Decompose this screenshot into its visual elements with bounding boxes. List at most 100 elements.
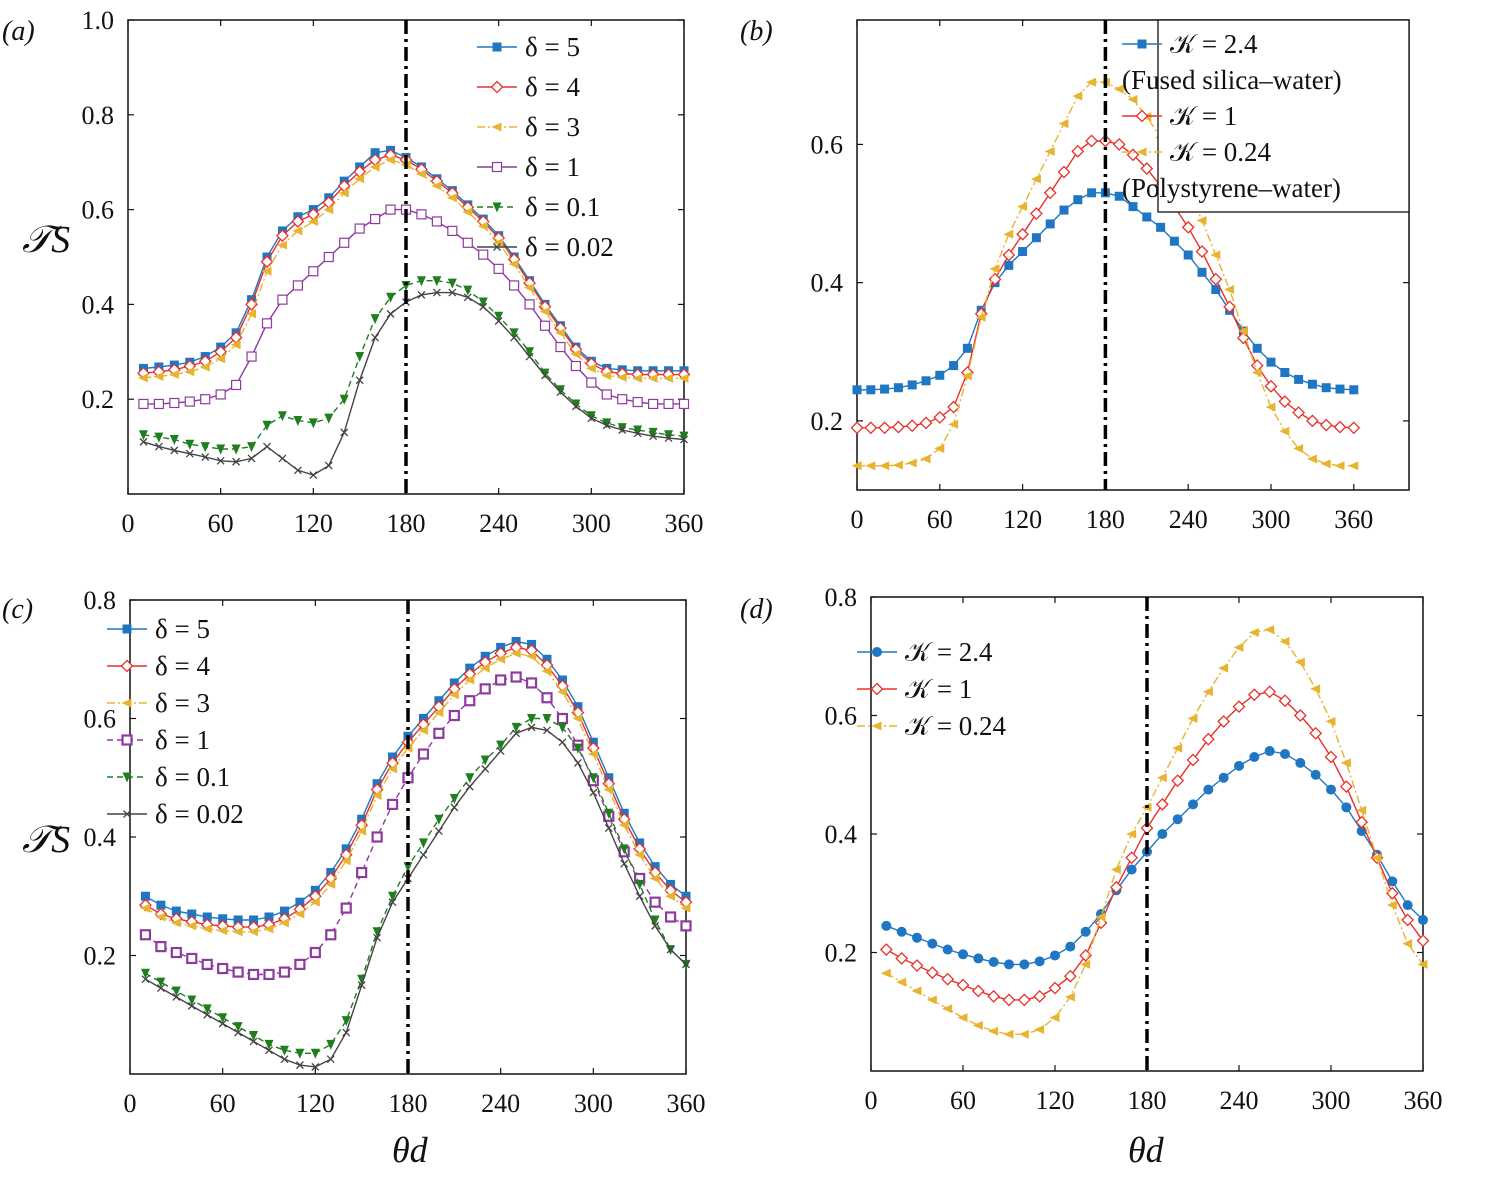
data-point — [942, 1004, 953, 1014]
data-point — [263, 968, 275, 981]
legend-label: 𝒦 = 1 — [1170, 101, 1237, 131]
data-point — [554, 328, 565, 338]
data-point — [354, 174, 365, 184]
legend-marker — [490, 80, 504, 94]
data-point — [232, 457, 241, 466]
data-point — [432, 276, 442, 287]
data-point — [1080, 926, 1091, 937]
data-point — [1202, 687, 1213, 697]
data-point — [201, 453, 210, 461]
data-point — [919, 416, 933, 430]
panel-label: (d) — [740, 594, 773, 625]
data-point — [140, 968, 150, 979]
data-point — [1003, 229, 1014, 239]
panel-c: (c) 𝒯S θd 0 60 120 180 240 300 360 0.2 0.4 0.6 0.8… — [2, 586, 706, 1170]
data-point — [543, 726, 551, 735]
data-point — [527, 714, 537, 724]
data-point — [973, 953, 984, 964]
legend: δ = 5 δ = 4 δ = 3 δ = 1 δ = 0.1 δ = 0.02 — [477, 32, 614, 262]
y-tick-label: 0.6 — [84, 705, 117, 734]
data-point — [341, 1016, 351, 1027]
data-point — [1210, 250, 1221, 260]
data-point — [635, 879, 645, 890]
data-point — [446, 193, 457, 203]
data-point — [971, 984, 985, 998]
data-point — [280, 1055, 289, 1064]
data-point — [154, 432, 164, 443]
data-point — [571, 402, 580, 411]
data-point — [372, 927, 382, 938]
data-point — [891, 420, 905, 434]
legend-marker — [492, 202, 502, 213]
data-point — [878, 421, 892, 435]
data-point — [1371, 853, 1382, 863]
data-point — [370, 213, 381, 225]
data-point — [155, 912, 166, 922]
data-point — [494, 311, 504, 322]
data-point — [1030, 174, 1041, 184]
data-point — [431, 216, 442, 227]
data-point — [1112, 137, 1126, 151]
data-point — [141, 975, 150, 984]
data-point — [156, 900, 166, 910]
data-point — [264, 1039, 274, 1050]
data-point — [415, 169, 426, 179]
data-point — [201, 958, 213, 970]
data-point — [263, 442, 271, 451]
x-tick-label: 60 — [950, 1086, 976, 1115]
data-point — [663, 373, 674, 383]
data-point — [387, 764, 398, 774]
data-point — [249, 1037, 258, 1046]
data-point — [416, 276, 426, 287]
legend-label: δ = 1 — [525, 152, 580, 182]
data-point — [948, 419, 959, 429]
data-point — [447, 278, 457, 289]
data-point — [1325, 716, 1336, 726]
data-point — [261, 266, 272, 276]
legend-label: δ = 4 — [525, 72, 580, 102]
data-point — [496, 740, 506, 751]
data-point — [1156, 222, 1166, 232]
data-point — [1196, 215, 1207, 225]
data-point — [511, 722, 521, 733]
data-point — [169, 397, 180, 409]
data-point — [325, 879, 336, 889]
data-point — [1140, 162, 1154, 176]
data-point — [1171, 774, 1185, 788]
data-point — [496, 747, 505, 756]
data-point — [246, 351, 257, 362]
data-point — [512, 729, 521, 738]
y-axis-label: 𝒯S — [22, 819, 70, 861]
x-tick-label: 120 — [1036, 1086, 1075, 1115]
data-point — [417, 748, 430, 760]
data-point — [262, 420, 272, 431]
data-point — [1293, 709, 1307, 722]
y-tick-label: 0.2 — [825, 939, 858, 968]
data-point — [156, 984, 165, 993]
x-axis-label: θd — [1128, 1130, 1165, 1170]
data-point — [291, 215, 305, 228]
x-axis-label: θd — [392, 1130, 429, 1170]
data-point — [1033, 989, 1047, 1003]
data-point — [680, 435, 688, 444]
data-point — [921, 376, 931, 386]
series-line — [144, 676, 687, 976]
y-tick-label: 0.2 — [84, 942, 117, 971]
data-point — [1266, 357, 1276, 367]
data-point — [925, 966, 939, 980]
legend-marker — [123, 810, 131, 818]
data-point — [555, 385, 565, 396]
data-point — [263, 924, 274, 934]
data-point — [247, 454, 256, 463]
data-point — [1181, 220, 1195, 234]
series-1 — [137, 148, 691, 381]
data-point — [1320, 459, 1331, 469]
data-point — [1127, 94, 1138, 104]
data-point — [1155, 797, 1169, 811]
data-point — [277, 294, 288, 305]
data-point — [265, 1046, 273, 1055]
data-point — [1034, 956, 1045, 967]
x-tick-label: 360 — [1334, 505, 1373, 534]
data-point — [1157, 829, 1168, 839]
data-point — [448, 288, 457, 297]
